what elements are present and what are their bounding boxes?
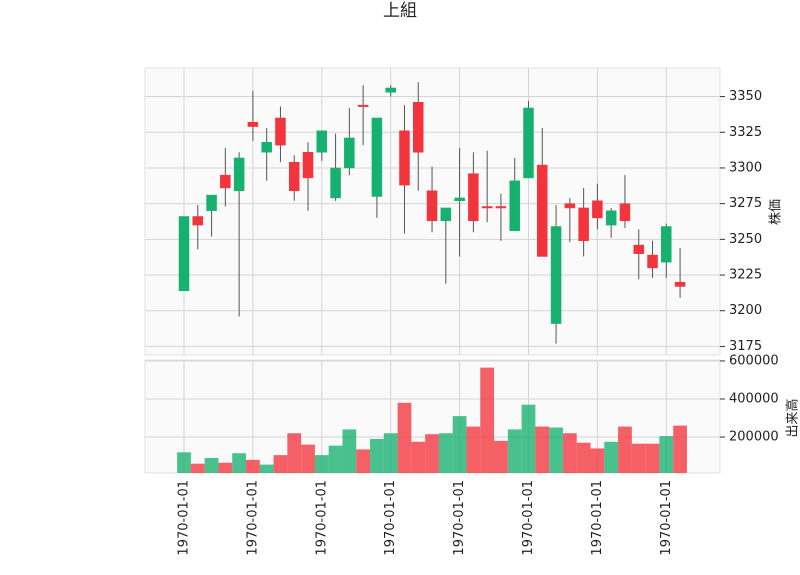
candle-body bbox=[316, 130, 328, 153]
volume-bar bbox=[452, 416, 467, 473]
x-tick-label: 1970-01-01 bbox=[177, 480, 192, 556]
candle-body bbox=[468, 173, 479, 222]
volume-bar bbox=[576, 442, 591, 473]
y2-tick-label: 600000 bbox=[729, 353, 779, 368]
candle-body bbox=[385, 87, 396, 93]
candle-body bbox=[371, 117, 383, 197]
candle-body bbox=[661, 226, 672, 263]
x-tick-label: 1970-01-01 bbox=[452, 480, 467, 556]
volume-bar bbox=[590, 448, 605, 473]
candle-body bbox=[426, 190, 438, 222]
candle-body bbox=[440, 207, 452, 222]
candle-body bbox=[178, 216, 190, 291]
volume-bar bbox=[631, 443, 646, 473]
volume-bar bbox=[562, 433, 577, 473]
volume-bar bbox=[618, 426, 632, 473]
x-tick-label: 1970-01-01 bbox=[590, 480, 605, 556]
x-tick-label: 1970-01-01 bbox=[245, 480, 260, 556]
y-tick-label: 3225 bbox=[729, 268, 762, 283]
y-tick-label: 3250 bbox=[729, 232, 762, 247]
candle-body bbox=[233, 157, 245, 192]
candle-body bbox=[275, 117, 286, 146]
volume-bar bbox=[204, 457, 219, 473]
volume-bar bbox=[356, 449, 371, 473]
volume-bar bbox=[645, 443, 660, 473]
candle-body bbox=[509, 180, 520, 232]
volume-bar bbox=[190, 463, 205, 473]
candle-body bbox=[619, 203, 631, 222]
candle-body bbox=[564, 203, 576, 209]
volume-bar bbox=[411, 441, 426, 473]
candle-body bbox=[633, 244, 644, 254]
volume-bar bbox=[425, 434, 439, 473]
volume-bar bbox=[604, 441, 619, 473]
candle-body bbox=[592, 200, 603, 219]
volume-bar bbox=[535, 426, 550, 473]
candle-body bbox=[578, 207, 589, 242]
y-tick-label: 3300 bbox=[729, 160, 762, 175]
candle-body bbox=[330, 167, 341, 199]
candle-body bbox=[288, 161, 300, 192]
candle-body bbox=[523, 107, 534, 179]
y-tick-label: 3175 bbox=[729, 339, 762, 354]
volume-bar bbox=[328, 445, 343, 473]
volume-bar bbox=[549, 427, 563, 473]
volume-bar bbox=[521, 404, 536, 473]
candle-body bbox=[647, 254, 658, 269]
candle-body bbox=[495, 206, 507, 209]
candle-body bbox=[605, 210, 617, 226]
volume-bar bbox=[659, 436, 674, 473]
candle-body bbox=[302, 151, 314, 179]
volume-bar bbox=[480, 367, 495, 473]
volume-bar bbox=[301, 444, 315, 473]
y-tick-label: 3325 bbox=[729, 125, 762, 140]
volume-bar bbox=[507, 429, 522, 473]
volume-bar bbox=[246, 459, 260, 473]
candle-body bbox=[481, 206, 493, 209]
candle-body bbox=[247, 122, 259, 127]
candle-body bbox=[454, 197, 465, 202]
volume-bar bbox=[370, 438, 384, 473]
chart-title: 上組 bbox=[383, 1, 417, 21]
volume-bar bbox=[218, 462, 233, 473]
volume-bar bbox=[287, 433, 302, 473]
volume-bar bbox=[259, 464, 274, 473]
x-tick-label: 1970-01-01 bbox=[314, 480, 329, 556]
volume-bar bbox=[314, 455, 329, 473]
candle-body bbox=[399, 130, 410, 186]
volume-bar bbox=[232, 453, 247, 473]
y-tick-label: 3350 bbox=[729, 89, 762, 104]
volume-bar bbox=[466, 426, 481, 473]
volume-bar bbox=[494, 440, 508, 473]
volume-bar bbox=[397, 402, 412, 473]
x-tick-label: 1970-01-01 bbox=[383, 480, 398, 556]
volume-bar bbox=[177, 452, 191, 473]
volume-bar bbox=[383, 433, 398, 473]
candle-body bbox=[413, 102, 424, 153]
candle-body bbox=[192, 216, 204, 226]
candle-body bbox=[357, 104, 369, 107]
volume-bar bbox=[342, 429, 357, 473]
y-axis-label: 株価 bbox=[769, 199, 784, 225]
y2-axis-label: 出来高 bbox=[785, 398, 800, 437]
candle-body bbox=[206, 194, 217, 212]
y2-tick-label: 400000 bbox=[729, 391, 779, 406]
y-tick-label: 3275 bbox=[729, 196, 762, 211]
candle-body bbox=[261, 141, 272, 153]
candle-body bbox=[674, 281, 686, 287]
y-tick-label: 3200 bbox=[729, 303, 762, 318]
x-tick-label: 1970-01-01 bbox=[521, 480, 536, 556]
candle-body bbox=[344, 137, 355, 169]
volume-bar bbox=[438, 433, 453, 473]
volume-bar bbox=[673, 425, 687, 473]
x-tick-label: 1970-01-01 bbox=[659, 480, 674, 556]
candle-body bbox=[537, 164, 548, 257]
candle-body bbox=[220, 174, 231, 189]
candle-body bbox=[550, 226, 562, 324]
volume-bar bbox=[273, 455, 288, 473]
y2-tick-label: 200000 bbox=[729, 430, 779, 445]
